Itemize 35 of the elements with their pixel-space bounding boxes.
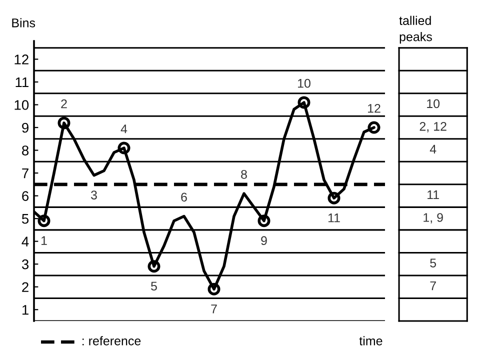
- series-label: 2: [61, 99, 67, 108]
- annotation: 3: [91, 190, 97, 200]
- series-label: 12: [368, 104, 380, 113]
- y-tick-label: 5: [22, 214, 29, 224]
- series-label: 11: [328, 214, 340, 222]
- y-tick-label: 12: [14, 54, 28, 64]
- y2-axis-title: tallied peaks: [399, 16, 432, 44]
- text: 5: [430, 258, 436, 268]
- category-label: 2, 12: [420, 122, 446, 132]
- y-tick-label: 2: [22, 282, 28, 292]
- text: 7: [430, 281, 436, 290]
- y-tick-label: 3: [22, 259, 29, 270]
- series-label: 1: [41, 236, 47, 245]
- series-label: 10: [298, 78, 310, 88]
- text: 10: [427, 99, 440, 108]
- y-tick-label: 7: [22, 168, 28, 178]
- category-label: 1, 9: [424, 213, 443, 224]
- y-tick-label: 10: [14, 100, 29, 110]
- y-axis-title: Bins: [12, 18, 36, 28]
- text: 4: [430, 144, 436, 154]
- y-tick-label: 8: [22, 146, 29, 156]
- legend-label: : reference: [82, 336, 141, 346]
- series-label: 5: [151, 282, 157, 291]
- series-label: 4: [120, 124, 128, 134]
- y-tick-label: 1: [22, 305, 28, 315]
- y-tick-label: 11: [16, 77, 28, 88]
- series-label: 9: [261, 236, 267, 246]
- annotation: 6: [181, 192, 187, 202]
- series-label: 7: [211, 304, 217, 314]
- y-tick-label: 4: [22, 236, 29, 246]
- x-axis-title: time: [359, 336, 382, 346]
- annotation: 8: [241, 170, 247, 179]
- text: 11: [428, 190, 439, 200]
- y-tick-label: 6: [22, 191, 29, 201]
- y-tick-label: 9: [22, 122, 28, 133]
